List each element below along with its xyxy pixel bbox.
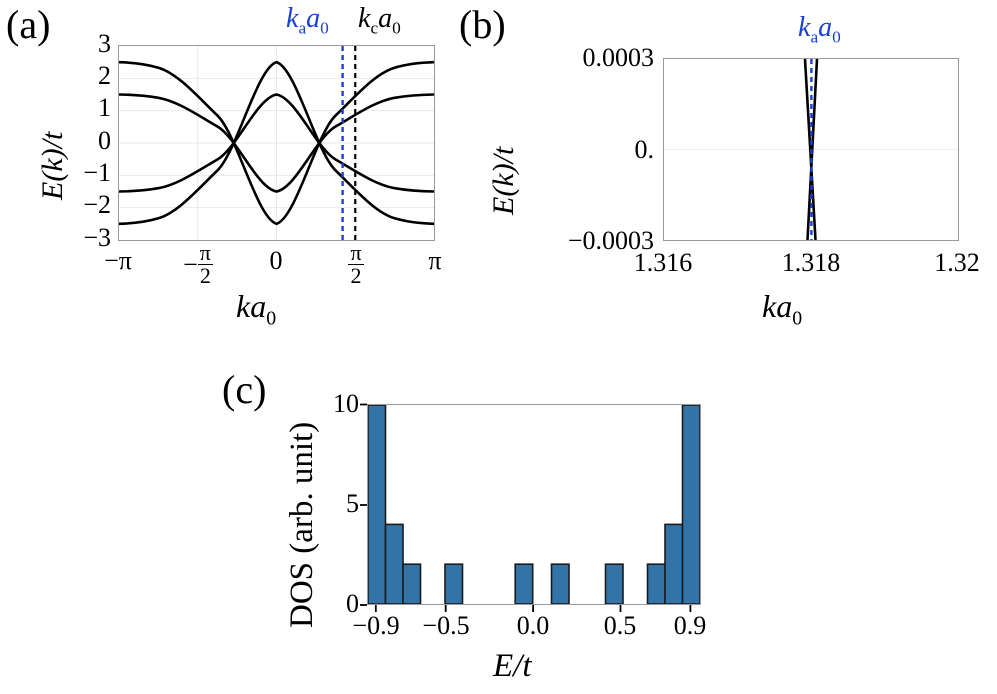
band-curve-1 <box>119 60 434 226</box>
panel-c-ticks <box>360 403 692 612</box>
panel-a-marker-label-kc: kca0 <box>358 3 401 39</box>
panel-a-xtick-1: − π 2 <box>183 240 213 289</box>
panel-a-ytick-5: −2 <box>83 190 111 219</box>
panel-b-ytick-1: 0. <box>634 135 655 164</box>
bar-9 <box>681 405 700 604</box>
panel-b-ytick-0: 0.0003 <box>582 43 655 72</box>
panel-a-ytick-0: 3 <box>98 29 111 58</box>
panel-c-plot-area <box>367 404 701 605</box>
panel-b-svg <box>664 59 958 240</box>
panel-a-gridlines-v <box>197 46 356 240</box>
panel-a-svg <box>119 46 434 240</box>
panel-c-ytick-0: 10 <box>333 389 359 418</box>
panel-a-ytick-3: 0 <box>98 126 111 155</box>
panel-a-ytick-2: 1 <box>98 93 111 122</box>
panel-c-xtick-3: 0.5 <box>603 611 637 640</box>
panel-b-xtick-1: 1.318 <box>781 248 841 277</box>
panel-c-label: (c) <box>222 367 267 412</box>
panel-c-xtick-0: −0.9 <box>352 611 400 640</box>
panel-b-marker-label-ka: kaa0 <box>798 12 841 48</box>
panel-c-xtick-2: 0.0 <box>516 611 550 640</box>
panel-a-ytick-6: −3 <box>83 223 111 252</box>
panel-a-ytick-1: 2 <box>98 61 111 90</box>
marker-kc-text: kca0 <box>358 3 401 38</box>
panel-a-label: (a) <box>6 2 51 47</box>
panel-a-xtick-0: −π <box>104 246 132 275</box>
panel-a-xtick-4: π <box>428 246 442 275</box>
panel-b-ytick-2: −0.0003 <box>567 226 654 255</box>
panel-a-ytick-4: −1 <box>83 158 111 187</box>
marker-ka-text: kaa0 <box>286 3 329 38</box>
band-curve-3 <box>119 93 434 193</box>
panel-c-ytick-1: 5 <box>346 489 359 518</box>
panel-c-ylabel: DOS (arb. unit) <box>284 421 320 628</box>
panel-b-xtick-0: 1.316 <box>633 248 693 277</box>
panel-a-ylabel: E(k)/t <box>36 131 69 200</box>
panel-a-bands <box>119 60 434 226</box>
panel-b-plot-area <box>663 58 959 241</box>
panel-b-ylabel: E(k)/t <box>487 146 520 215</box>
bar-0 <box>368 405 387 604</box>
panel-c-xlabel: E/t <box>493 648 532 684</box>
panel-a-plot-area <box>118 45 435 241</box>
band-curve-2 <box>119 93 434 193</box>
panel-a-marker-label-ka: kaa0 <box>286 3 329 39</box>
panel-c-ytick-2: 0 <box>346 589 359 618</box>
band-curve-4 <box>119 60 434 226</box>
panel-a-xtick-2: 0 <box>269 246 283 275</box>
panel-b-label: (b) <box>459 2 506 47</box>
panel-b-xtick-2: 1.32 <box>934 248 980 277</box>
panel-a-xlabel: ka0 <box>236 288 277 330</box>
marker-b-ka-text: kaa0 <box>798 12 841 47</box>
panel-c-xtick-4: 0.9 <box>673 611 707 640</box>
panel-c-xtick-1: −0.5 <box>422 611 470 640</box>
panel-b-xlabel: ka0 <box>762 288 803 330</box>
